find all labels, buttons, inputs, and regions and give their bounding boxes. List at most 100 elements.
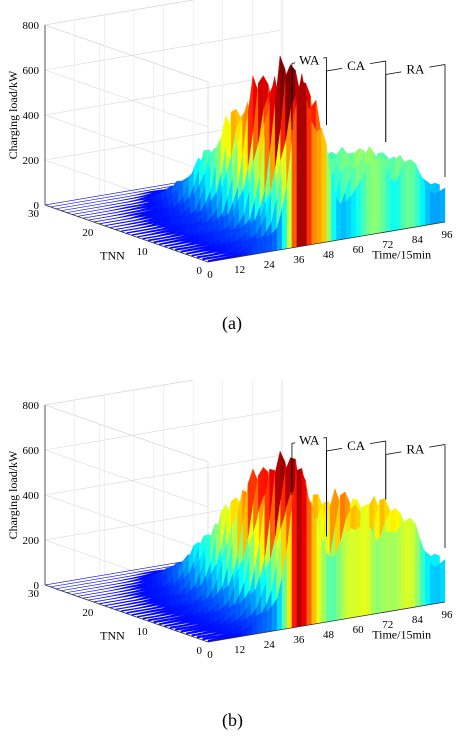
chart-panel-b: 0 12 24 36 48 60 72 84 9601020300200400600800Tim… (6, 380, 454, 661)
panel-b-x-tick-label: 84 (412, 614, 424, 626)
panel-a-surface-patch (380, 162, 386, 234)
panel-b-surface-patch (89, 576, 95, 578)
panel-b-surface-patch (350, 528, 357, 619)
panel-b-surface-patch (296, 468, 303, 628)
panel-a-y-tick-label: 30 (28, 208, 40, 220)
panel-b-y-tick-label: 20 (82, 607, 94, 619)
panel-a-x-tick-label: 0 (207, 269, 213, 281)
panel-b-annotation-wa-bg (295, 431, 324, 448)
panel-a-surface-patch (217, 254, 223, 258)
panel-b-surface-patch (59, 581, 65, 583)
panel-b-surface-patch (316, 524, 322, 624)
panel-b-surface-patch (370, 529, 377, 615)
panel-b-x-tick-label: 24 (264, 639, 276, 651)
panel-a-surface-patch (296, 73, 303, 248)
panel-b-x-tick-label: 48 (323, 629, 335, 641)
panel-a-annotation-ca-label: CA (347, 58, 366, 73)
panel-b-x-axis-line (207, 601, 446, 643)
panel-b-surface-patch (355, 525, 362, 618)
panel-a-annotation-ca-bg (342, 57, 371, 73)
panel-b-surface-patch (395, 526, 401, 611)
panel-b-y-axis-label: TNN (100, 629, 125, 643)
panel-b-surface-patch (405, 517, 411, 609)
panel-a-surface-patch (336, 197, 342, 241)
panel-b-surface-patch (360, 522, 367, 617)
panel-b-surface-patch (207, 635, 213, 640)
panel-b-z-tick-label: 600 (23, 445, 40, 457)
panel-a-surface-patch (365, 160, 372, 236)
panel-b-surface-patch (336, 541, 342, 621)
panel-b-surface-patch (301, 468, 307, 627)
panel-a-surface-patch (439, 187, 446, 224)
panel-b-x-tick-label: 0 (207, 649, 213, 661)
panel-a-surface-patch (355, 179, 362, 238)
panel-a-x-tick-label: 24 (264, 259, 276, 271)
panel-b-z-tick-label: 800 (23, 400, 40, 412)
panel-b-z-tick-label: 0 (34, 580, 40, 592)
panel-b-label: (b) (222, 710, 243, 730)
panel-a-x-tick-label: 60 (353, 244, 365, 256)
panel-a-annotation-wa-label: WA (299, 52, 320, 67)
panel-b-surface-patch (74, 578, 80, 581)
panel-b-surface-patch (420, 539, 426, 607)
panel-b-x-tick-label: 12 (234, 644, 245, 656)
panel-b-surface-patch (434, 562, 441, 604)
panel-a-surface-patch (370, 158, 377, 235)
panel-a-y-tick-label: 10 (137, 246, 149, 258)
panel-a-surface-patch (395, 172, 401, 231)
panel-a-y-axis-label: TNN (100, 249, 125, 263)
panel-a-surface-patch (405, 159, 411, 229)
panel-a-x-tick-label: 72 (382, 239, 393, 251)
panel-b-x-tick-label: 36 (293, 634, 305, 646)
panel-a-x-tick-label: 48 (323, 249, 335, 261)
panel-b-annotation-ra-label: RA (406, 442, 425, 457)
panel-a-x-tick-label: 84 (412, 234, 424, 246)
panel-a-surface-patch (321, 127, 327, 244)
panel-a-surface-patch (301, 73, 307, 247)
panel-a-surface-patch (385, 169, 391, 233)
panel-b-annotation-ca-label: CA (347, 438, 366, 453)
panel-b-y-tick-label: 0 (197, 645, 203, 657)
panel-b-surface-patch (439, 558, 446, 604)
panel-a-surface-patch (425, 183, 431, 226)
panel-b-surface-patch (262, 611, 268, 634)
panel-b-y-tick-label: 10 (137, 626, 149, 638)
panel-a-surface-patch (262, 236, 268, 254)
panel-b-z-tick-label: 400 (23, 490, 40, 502)
panel-b-surface-patch (321, 538, 327, 624)
panel-b-surface-patch (341, 532, 347, 620)
panel-a-surface-patch (360, 169, 367, 237)
panel-a-y-tick-label: 20 (82, 227, 94, 239)
panel-a-z-tick-label: 600 (23, 65, 40, 77)
panel-b-surface-patch (375, 536, 382, 614)
panel-b-z-tick-label: 200 (23, 535, 40, 547)
panel-b-surface-patch (410, 517, 416, 609)
panel-b-surface-patch (346, 527, 352, 619)
panel-b-surface-patch (163, 563, 169, 566)
chart-panel-a: 0 12 24 36 48 60 72 84 9601020300200400600800Tim… (6, 0, 453, 281)
panel-a-surface-patch (429, 191, 436, 225)
panel-b-x-tick-label: 60 (353, 624, 365, 636)
panel-a-surface-patch (306, 100, 312, 246)
panel-a-y-tick-label: 0 (197, 265, 203, 277)
panel-b-x-axis-label: Time/15min (372, 628, 431, 642)
panel-b-surface-patch (365, 521, 372, 616)
panel-a-z-tick-label: 400 (23, 110, 40, 122)
panel-a-surface-patch (390, 178, 396, 232)
panel-b-surface-patch (104, 573, 110, 576)
panel-a-z-tick-label: 200 (23, 155, 40, 167)
panel-a-z-tick-label: 800 (23, 20, 40, 32)
panel-a-surface-patch (434, 190, 441, 224)
panel-a-x-axis-label: Time/15min (372, 248, 431, 262)
panel-a-surface-patch (211, 252, 218, 256)
panel-a-z-tick-label: 0 (34, 200, 40, 212)
panel-b-x-tick-label: 96 (442, 609, 454, 621)
panel-a-surface-patch (212, 255, 218, 259)
panel-b-surface-patch (306, 490, 312, 626)
panel-a-surface-patch (311, 121, 317, 245)
panel-b-surface-patch (380, 531, 386, 614)
panel-a-surface-patch (415, 163, 421, 228)
panel-a-y-axis-line (44, 204, 209, 263)
panel-b-x-tick-label: 72 (382, 619, 393, 631)
panel-b-surface-patch (429, 563, 436, 605)
